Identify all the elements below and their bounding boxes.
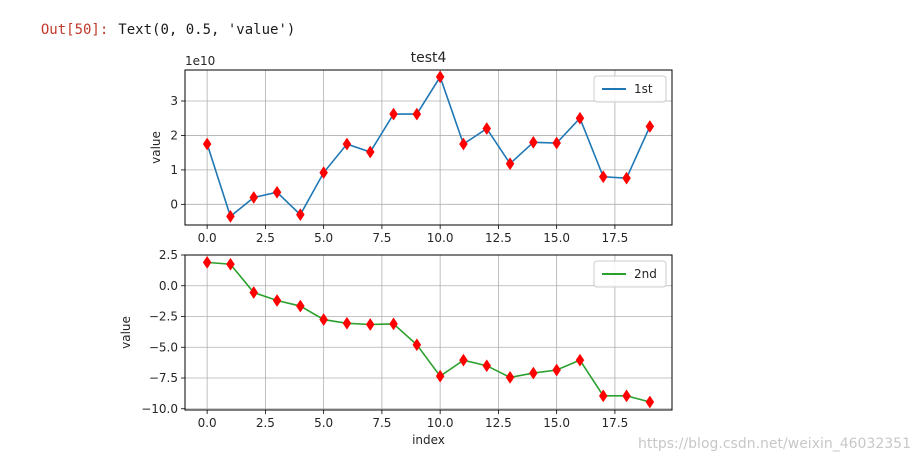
data-point xyxy=(645,120,655,133)
data-point xyxy=(529,366,538,380)
subplot-1: 0.0 2.5 5.0 7.5 10.0 12.5 15.0 17.5 0 1 2 3 test4 1e1… xyxy=(149,50,673,245)
x-tick-label: 0.0 xyxy=(198,231,217,245)
x-tick-label: 10.0 xyxy=(427,231,454,245)
x-tick-label: 7.5 xyxy=(372,231,391,245)
x-tick-label: 2.5 xyxy=(256,231,275,245)
data-point xyxy=(575,353,585,367)
x-tick-label: 12.5 xyxy=(485,231,512,245)
plot-area xyxy=(185,255,672,410)
legend-label: 1st xyxy=(634,82,653,96)
output-text: Text(0, 0.5, 'value') xyxy=(118,22,296,38)
data-point xyxy=(505,157,515,171)
watermark: https://blog.csdn.net/weixin_46032351 xyxy=(637,436,911,452)
legend-box xyxy=(593,75,667,103)
data-point xyxy=(482,359,492,373)
data-point xyxy=(272,294,282,307)
data-point xyxy=(482,122,492,136)
data-point xyxy=(459,137,468,151)
output-line: Out[50]: Text(0, 0.5, 'value') xyxy=(24,6,295,38)
series-line-1st xyxy=(206,75,651,218)
x-tick-label: 7.5 xyxy=(372,416,391,430)
data-point xyxy=(272,185,282,199)
data-point xyxy=(296,208,305,222)
data-point xyxy=(202,137,212,151)
series-line-2nd xyxy=(207,261,651,403)
y-tick-label: −7.5 xyxy=(149,371,178,385)
axes-frame xyxy=(184,69,673,226)
legend-label: 2nd xyxy=(634,267,657,281)
x-axis-label: index xyxy=(412,433,445,447)
y-tick-label: −10.0 xyxy=(141,402,178,416)
x-tick-label: 15.0 xyxy=(543,231,570,245)
data-point xyxy=(389,107,398,121)
data-point xyxy=(435,70,445,84)
y-offset-label: 1e10 xyxy=(185,54,215,68)
data-point xyxy=(389,317,398,331)
data-point xyxy=(342,316,352,330)
data-point xyxy=(342,137,352,151)
data-point xyxy=(622,389,631,403)
subplot-2: 0.0 2.5 5.0 7.5 10.0 12.5 15.0 17.5 2.5 0.0 −2.5 −5… xyxy=(119,248,673,447)
y-tick-label: −5.0 xyxy=(149,340,178,354)
y-tick-label: 1 xyxy=(170,163,178,177)
data-point xyxy=(319,166,328,180)
data-point xyxy=(319,313,328,327)
data-point xyxy=(529,135,538,149)
x-tick-label: 5.0 xyxy=(314,231,333,245)
x-tick-label: 5.0 xyxy=(314,416,333,430)
data-point xyxy=(552,363,561,377)
y-tick-label: 0.0 xyxy=(159,279,178,293)
x-tick-label: 17.5 xyxy=(602,231,629,245)
data-point xyxy=(552,136,561,150)
data-point xyxy=(435,369,445,383)
data-point xyxy=(249,286,259,299)
axes-frame xyxy=(184,254,673,411)
data-point xyxy=(598,170,608,184)
data-point xyxy=(296,299,305,313)
x-tick-label: 17.5 xyxy=(602,416,629,430)
x-tick-label: 0.0 xyxy=(198,416,217,430)
legend: 1st xyxy=(593,75,667,103)
data-point xyxy=(459,353,468,367)
x-tick-label: 12.5 xyxy=(485,416,512,430)
data-point xyxy=(622,171,631,185)
data-point xyxy=(226,257,235,271)
legend-box xyxy=(593,260,667,288)
y-axis-label: value xyxy=(149,131,163,164)
legend: 2nd xyxy=(593,260,667,288)
data-point xyxy=(365,145,375,159)
y-tick-label: 3 xyxy=(170,94,178,108)
data-point xyxy=(365,318,375,331)
y-axis-label: value xyxy=(119,316,133,349)
x-tick-label: 2.5 xyxy=(256,416,275,430)
y-tick-label: 0 xyxy=(170,197,178,211)
x-tick-label: 15.0 xyxy=(543,416,570,430)
chart-title: test4 xyxy=(411,50,447,66)
data-point xyxy=(202,255,212,269)
data-point xyxy=(412,107,422,121)
data-point xyxy=(645,395,655,409)
data-point xyxy=(226,209,235,223)
data-point xyxy=(412,338,422,352)
data-point xyxy=(575,111,585,125)
x-tick-label: 10.0 xyxy=(427,416,454,430)
y-tick-label: 2 xyxy=(170,128,178,142)
data-point xyxy=(249,190,259,204)
data-point xyxy=(505,370,515,384)
y-tick-label: −2.5 xyxy=(149,310,178,324)
y-tick-label: 2.5 xyxy=(159,248,178,262)
data-point xyxy=(598,389,608,403)
output-prompt: Out[50]: xyxy=(40,22,109,38)
